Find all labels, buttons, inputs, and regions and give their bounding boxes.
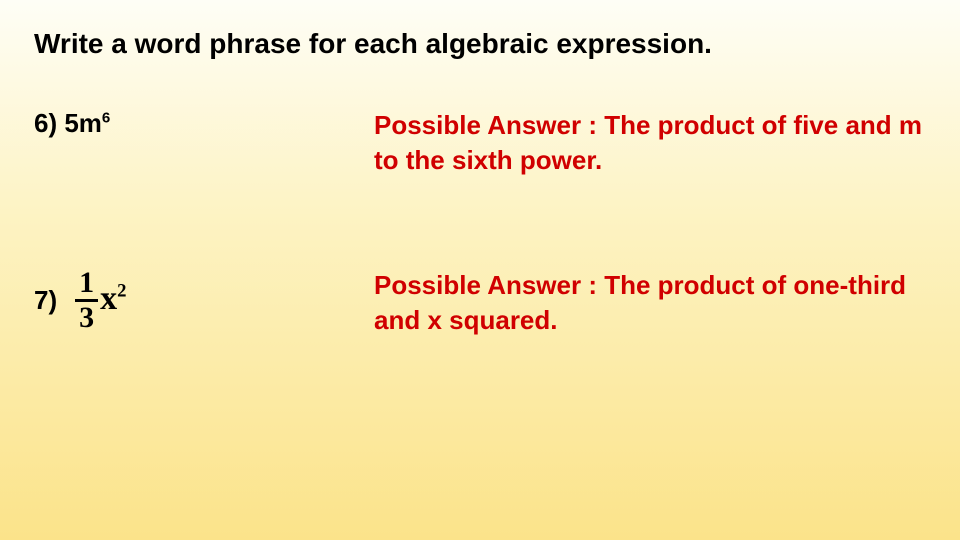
question-6-answer: Possible Answer : The product of five an…	[374, 108, 926, 178]
slide-heading: Write a word phrase for each algebraic e…	[34, 28, 926, 60]
fraction-numerator: 1	[75, 268, 98, 298]
fraction-expression: 1 3 x2	[75, 268, 126, 333]
question-6-expression: 6) 5m6	[34, 108, 374, 139]
question-7-expression: 7) 1 3 x2	[34, 268, 374, 333]
question-7-answer: Possible Answer : The product of one-thi…	[374, 268, 926, 338]
question-6-row: 6) 5m6 Possible Answer : The product of …	[34, 108, 926, 178]
fraction-icon: 1 3	[75, 268, 98, 333]
question-7-label: 7)	[34, 285, 57, 316]
question-6-exponent: 6	[102, 109, 110, 126]
question-6-label: 6) 5m	[34, 108, 102, 138]
variable-x: x2	[100, 280, 126, 318]
variable-x-exponent: 2	[117, 280, 126, 301]
fraction-denominator: 3	[75, 303, 98, 333]
question-7-row: 7) 1 3 x2 Possible Answer : The product …	[34, 268, 926, 338]
variable-x-base: x	[100, 280, 117, 317]
